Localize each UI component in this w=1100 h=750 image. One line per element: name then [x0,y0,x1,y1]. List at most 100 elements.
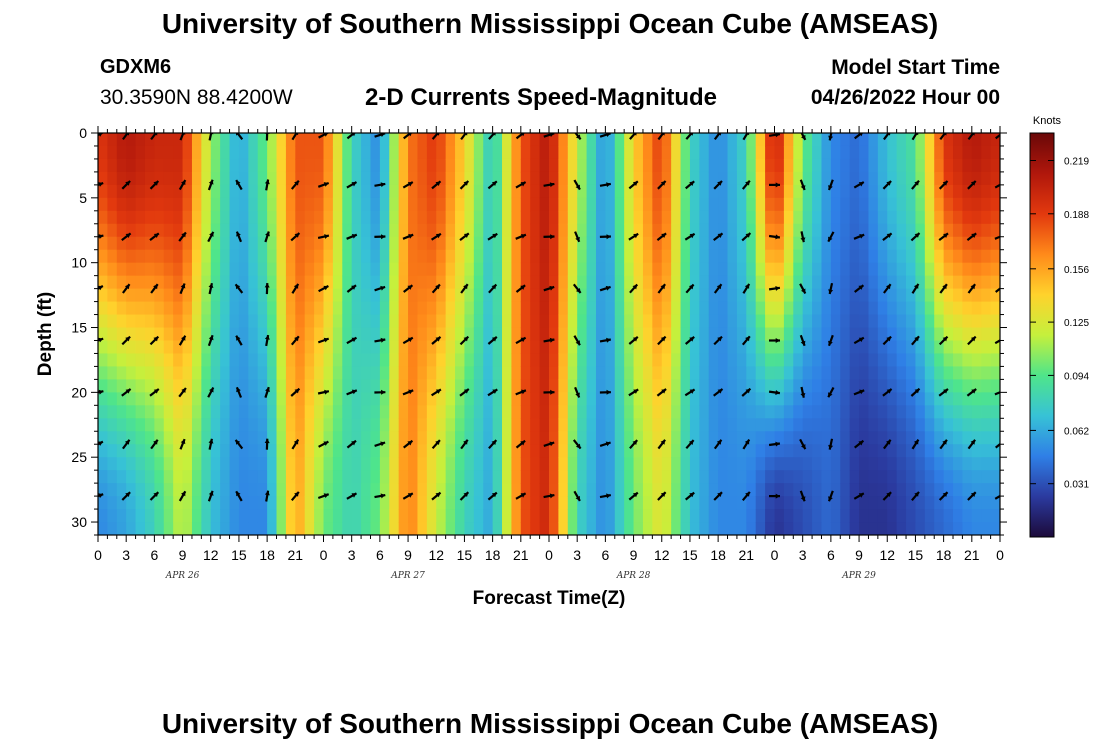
heat-cell [492,405,503,419]
heat-cell [539,210,550,225]
current-vector-arrow [543,234,555,240]
heat-cell [624,353,635,368]
x-tick-label: 12 [654,547,670,563]
heat-cell [868,483,879,497]
current-vector-arrow [207,490,214,502]
heat-cell [793,223,804,238]
heat-cell [689,392,700,406]
current-vector-arrow [741,491,751,502]
heat-cell [276,249,287,264]
heat-cell [887,327,898,342]
heat-cell [511,249,522,264]
heat-cell [915,288,926,303]
heat-cell [934,431,945,445]
heat-cell [173,249,184,264]
heat-cell [351,145,362,160]
heat-cell [445,262,456,277]
current-vector-arrow [431,283,441,294]
heat-cell [558,301,569,316]
current-vector-arrow [938,335,949,346]
heat-cell [821,249,832,264]
heat-cell [990,509,1000,523]
heat-cell [163,483,174,497]
heat-cell [483,392,494,406]
heat-cell [257,133,268,147]
heat-cell [314,145,325,160]
heat-cell [295,158,306,173]
heat-cell [210,288,221,303]
heat-cell [549,133,559,147]
heat-cell [887,223,898,238]
heat-cell [906,314,917,329]
heat-cell [896,145,907,160]
heat-cell [849,236,860,251]
heat-cell [934,327,945,342]
heat-cell [379,405,390,419]
heat-cell [755,301,766,316]
heat-cell [530,405,541,419]
heat-cell [765,158,776,173]
heat-cell [765,405,776,419]
current-vector-arrow [459,180,470,190]
heat-cell [577,223,588,238]
heat-cell [304,405,315,419]
heat-cell [530,496,541,510]
heat-cell [633,366,644,380]
heat-cell [642,210,653,225]
heat-cell [257,379,268,393]
heat-cell [351,405,362,419]
current-vector-arrow [403,133,413,140]
current-vector-arrow [800,231,806,243]
heat-cell [633,444,644,458]
heat-cell [896,444,907,458]
heat-cell [924,353,935,368]
heat-cell [304,418,315,432]
heat-cell [859,262,870,277]
heat-cell [314,509,325,523]
colorbar-tick-label: 0.125 [1064,318,1089,329]
heat-cell [464,340,475,355]
current-vector-arrow [487,336,498,345]
heat-cell [859,418,870,432]
heat-cell [642,392,653,406]
heat-cell [577,327,588,342]
current-vector-arrow [98,181,104,187]
heat-cell [924,431,935,445]
heat-cell [595,340,606,355]
heat-cell [624,392,635,406]
heat-cell [943,483,954,497]
heat-cell [793,418,804,432]
heat-cell [887,133,898,147]
x-tick-label: 3 [348,547,356,563]
x-tick-label: 3 [122,547,130,563]
heat-cell [398,366,409,380]
heat-cell [483,353,494,368]
heat-cell [642,262,653,277]
heat-cell [953,444,964,458]
heat-cell [896,223,907,238]
heat-cell [793,327,804,342]
heat-cell [652,249,663,264]
heat-cell [445,171,456,186]
heat-cell [746,275,757,290]
heat-cell [267,457,278,471]
heat-cell [774,366,785,380]
heat-cell [567,236,578,251]
heat-cell [201,223,212,238]
heat-cell [755,314,766,329]
heat-cell [511,366,522,380]
heat-cell [567,470,578,484]
heat-cell [332,249,343,264]
heat-cell [849,340,860,355]
heat-cell [671,314,682,329]
heat-cell [614,379,625,393]
heat-cell [408,483,419,497]
heat-cell [971,405,982,419]
heat-cell [567,327,578,342]
heat-cell [135,366,146,380]
heat-cell [351,158,362,173]
heat-cell [342,262,353,277]
heat-cell [934,522,945,535]
heat-cell [906,236,917,251]
heat-cell [342,353,353,368]
